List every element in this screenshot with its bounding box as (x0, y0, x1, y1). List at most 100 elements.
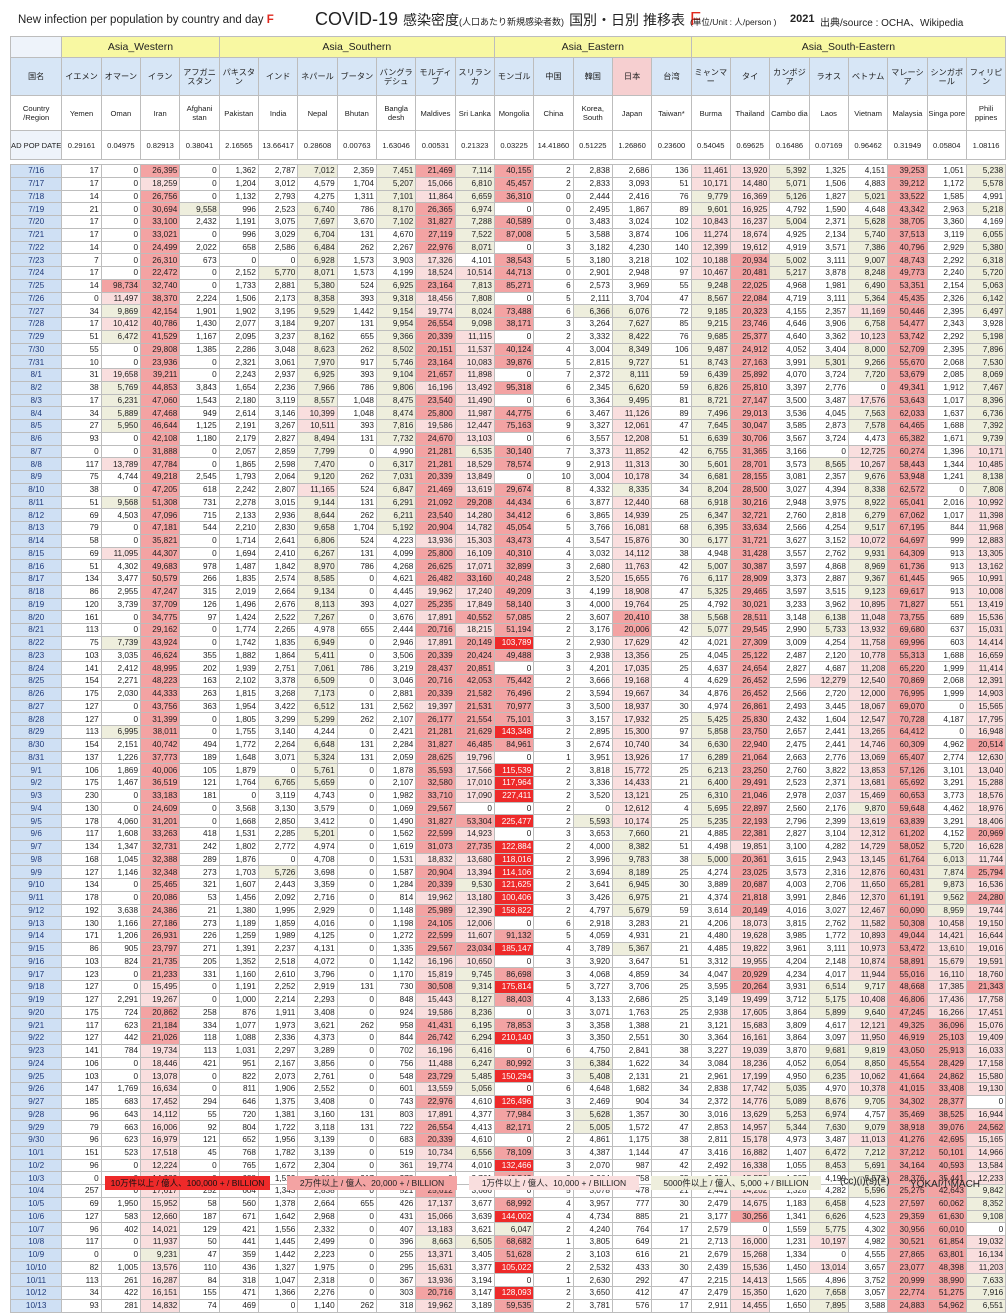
density-cell: 45,435 (887, 291, 928, 306)
density-cell: 913 (926, 559, 967, 573)
density-cell: 3,571 (808, 240, 849, 255)
density-cell: 4,201 (572, 661, 613, 675)
density-cell: 0 (336, 1133, 377, 1147)
density-cell: 2,936 (257, 508, 299, 522)
density-cell: 45,054 (493, 521, 535, 535)
density-cell: 1,531 (375, 852, 417, 867)
density-cell: 10,178 (611, 470, 653, 484)
density-cell: 17 (61, 215, 102, 229)
density-cell: 13,121 (611, 788, 653, 803)
density-cell: 2,371 (808, 215, 849, 229)
density-cell: 999 (926, 533, 967, 548)
density-cell: 7,658 (808, 1286, 849, 1300)
density-cell: 3,268 (257, 686, 299, 701)
country-en-name: Korea, South (572, 95, 613, 131)
density-cell: 47 (651, 291, 692, 306)
density-cell: 26,310 (140, 253, 181, 267)
density-cell: 85 (651, 317, 692, 331)
density-cell: 46,624 (140, 648, 181, 663)
table-row: 8/13 79 0 47,181 544 2,210 2,830 9,658 1,704 5,19… (9, 521, 1007, 535)
density-cell: 9,931 (847, 546, 889, 561)
density-cell: 904 (611, 1094, 653, 1109)
density-cell: 3,506 (375, 648, 417, 663)
density-cell: 814 (375, 890, 417, 905)
density-cell: 34 (651, 967, 692, 981)
region-asia_western: Asia_Western (61, 36, 220, 58)
density-cell: 3 (533, 661, 574, 675)
country-jp-name: モンゴル (493, 57, 535, 96)
density-cell: 3,969 (611, 278, 653, 293)
density-cell: 3,500 (572, 699, 613, 714)
density-cell: 96 (61, 1222, 102, 1236)
density-cell: 0 (100, 1069, 142, 1083)
density-cell: 3 (533, 1018, 574, 1032)
density-cell: 7,578 (847, 419, 889, 433)
table-row: 9/24 106 0 18,446 421 951 2,167 3,856 0 756 11,488… (9, 1056, 1007, 1071)
table-row: 8/26 175 2,030 44,333 263 1,815 3,268 7,173 0 2,8… (9, 686, 1007, 701)
density-cell: 113 (179, 1043, 220, 1058)
density-cell: 5,628 (847, 215, 889, 229)
density-cell: 3,650 (572, 1286, 613, 1300)
density-cell: 113 (61, 725, 102, 739)
density-cell: 0 (493, 1005, 535, 1020)
density-cell: 14,729 (847, 839, 889, 854)
density-cell: 0 (336, 839, 377, 854)
density-cell: 649 (611, 1235, 653, 1249)
density-cell: 10,467 (690, 266, 731, 280)
density-cell: 27,147 (729, 393, 771, 408)
density-cell: 3,585 (769, 419, 810, 433)
density-cell: 147 (61, 1082, 102, 1096)
table-row: 9/1 106 1,869 40,006 105 1,879 0 5,761 0 1,878 35,… (9, 763, 1007, 777)
density-cell: 2,395 (926, 342, 967, 357)
density-cell: 0 (257, 1298, 299, 1313)
density-cell: 2,552 (297, 1082, 338, 1096)
density-cell: 50,579 (140, 572, 181, 586)
density-cell: 3,283 (611, 916, 653, 930)
density-cell: 123 (61, 967, 102, 981)
density-cell: 8,474 (375, 406, 417, 420)
density-cell: 5,596 (847, 1184, 889, 1198)
density-cell: 4,045 (808, 406, 849, 420)
country-jp-name: 台湾 (651, 57, 692, 96)
density-cell: 175 (61, 686, 102, 701)
density-cell: 331 (179, 967, 220, 981)
density-cell: 7,467 (965, 380, 1007, 395)
density-cell: 5 (533, 355, 574, 369)
density-cell: 7,012 (297, 164, 338, 178)
density-cell: 3,773 (926, 788, 967, 803)
density-cell: 4,743 (297, 788, 338, 803)
density-cell: 5,198 (965, 329, 1007, 344)
density-cell: 315 (179, 584, 220, 599)
density-cell: 34 (651, 1082, 692, 1096)
density-cell: 60,274 (887, 444, 928, 459)
density-cell: 81 (651, 393, 692, 408)
density-cell: 8,585 (297, 572, 338, 586)
density-cell: 6,755 (690, 444, 731, 459)
density-cell: 10,083 (454, 355, 495, 369)
density-cell: 0 (100, 801, 142, 816)
region-asia_southern: Asia_Southern (218, 36, 495, 58)
density-cell: 4,523 (847, 1209, 889, 1224)
table-row: 8/23 103 3,035 46,624 355 1,882 1,864 5,411 0 3,5… (9, 648, 1007, 663)
density-cell: 1,815 (218, 686, 260, 701)
density-cell: 10,188 (690, 253, 731, 267)
density-cell: 4,982 (847, 1235, 889, 1249)
density-cell: 96 (61, 1158, 102, 1173)
density-cell: 18,446 (140, 1056, 181, 1071)
density-cell: 11,165 (297, 482, 338, 497)
density-cell: 63,839 (887, 814, 928, 828)
density-cell: 39,076 (926, 1120, 967, 1134)
density-cell: 7,212 (847, 1145, 889, 1160)
table-row: 7/18 14 0 26,756 0 1,132 2,793 4,275 1,311 7,101 1… (9, 189, 1007, 204)
density-cell: 0 (336, 1043, 377, 1058)
density-cell: 20,339 (415, 648, 456, 663)
density-cell: 3,991 (769, 355, 810, 369)
density-cell: 623 (100, 1018, 142, 1032)
year-label: 2021 (790, 13, 815, 25)
density-cell: 21,184 (140, 1018, 181, 1032)
density-cell: 11,607 (454, 929, 495, 943)
density-cell: 7,627 (611, 317, 653, 331)
density-cell: 1,450 (769, 1260, 810, 1275)
density-cell: 2,252 (257, 980, 299, 994)
density-cell: 4,876 (690, 686, 731, 701)
